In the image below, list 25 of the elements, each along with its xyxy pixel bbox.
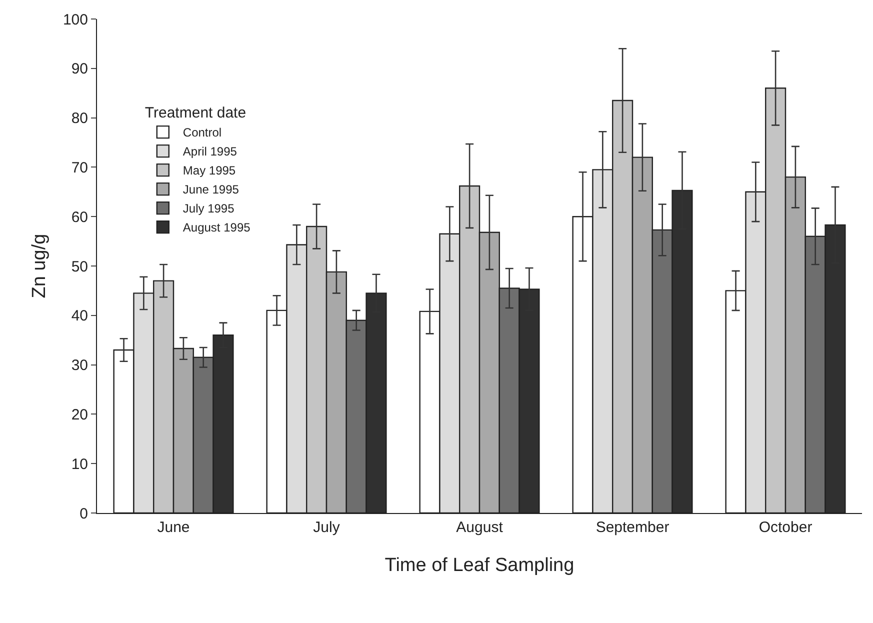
y-tick-label: 90: [71, 60, 88, 78]
y-tick-label: 100: [62, 11, 88, 28]
y-tick-label: 0: [80, 505, 88, 522]
y-tick-label: 80: [71, 110, 88, 128]
x-axis-title: Time of Leaf Sampling: [384, 554, 574, 576]
x-tick-label: October: [758, 519, 812, 536]
x-tick-label: July: [313, 519, 340, 536]
y-tick-label: 20: [71, 406, 88, 424]
y-tick-label: 40: [71, 308, 88, 325]
y-tick-label: 60: [71, 208, 88, 226]
legend-label: April 1995: [182, 144, 238, 159]
y-tick-label: 50: [71, 258, 88, 276]
x-tick-label: June: [157, 519, 190, 536]
legend-label: June 1995: [182, 182, 240, 197]
legend-label: Control: [182, 126, 222, 140]
legend-label: May 1995: [182, 164, 236, 178]
legend-title: Treatment date: [144, 104, 246, 122]
legend-label: August 1995: [182, 220, 251, 235]
y-tick-label: 30: [71, 357, 88, 374]
y-tick-label: 70: [71, 159, 88, 176]
y-axis-title: Zn ug/g: [28, 234, 50, 298]
y-tick-label: 10: [71, 456, 88, 473]
x-tick-label: August: [456, 519, 504, 536]
x-tick-label: September: [596, 519, 670, 536]
legend-label: July 1995: [182, 202, 235, 216]
